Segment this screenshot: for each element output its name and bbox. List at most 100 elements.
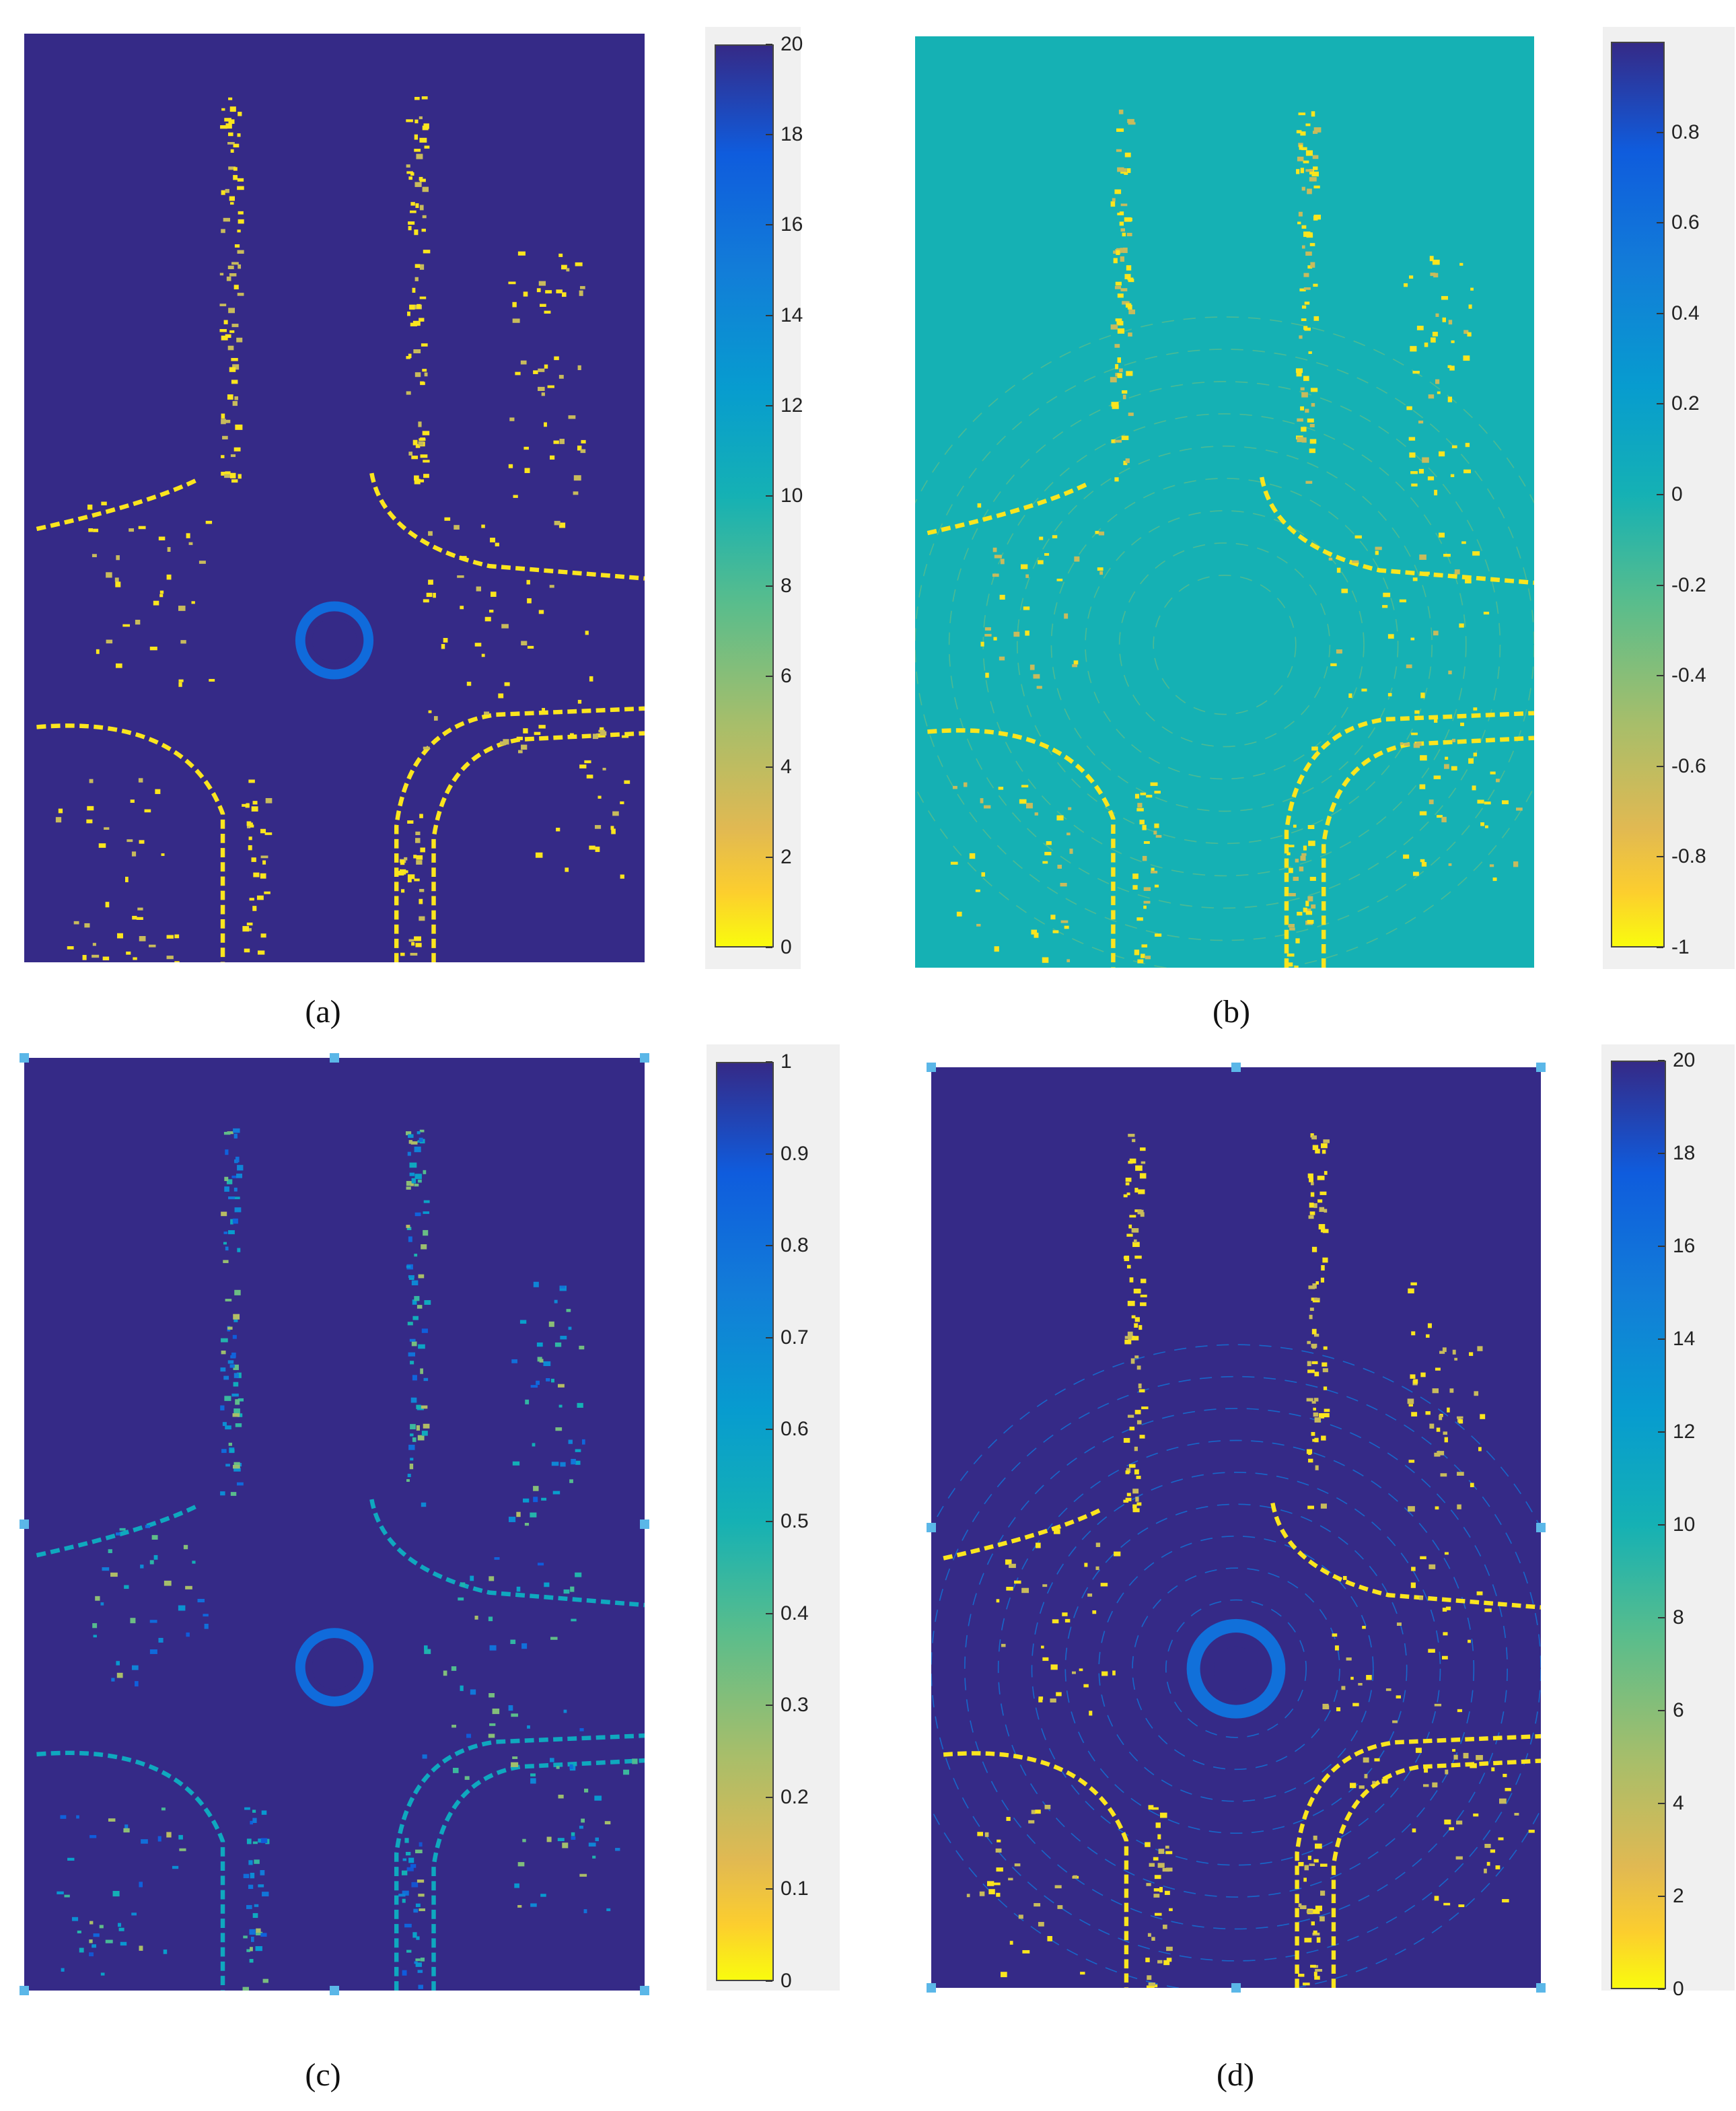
point-return (1505, 1787, 1511, 1791)
point-return (1150, 782, 1158, 786)
point-return (516, 1586, 521, 1592)
point-return (1342, 1575, 1347, 1580)
point-return (1306, 1398, 1313, 1402)
point-return (1428, 394, 1435, 399)
point-return (1364, 1774, 1368, 1779)
point-return (1134, 1410, 1141, 1415)
point-return (234, 244, 240, 248)
point-return (1313, 1972, 1317, 1976)
resize-handle[interactable] (20, 1053, 29, 1063)
point-return (262, 860, 266, 865)
point-return (224, 1396, 231, 1401)
point-return (1463, 355, 1470, 361)
point-return (417, 1880, 425, 1883)
point-return (409, 1464, 414, 1470)
point-return (1444, 764, 1449, 769)
resize-handle[interactable] (1231, 1983, 1241, 1993)
point-return (1009, 1563, 1016, 1569)
point-return (136, 917, 143, 920)
sensor-origin (1214, 1646, 1258, 1691)
point-return (411, 456, 419, 460)
point-return (149, 1649, 157, 1654)
point-return (221, 413, 225, 419)
point-return (521, 744, 528, 750)
point-return (232, 1334, 237, 1339)
point-return (1311, 1431, 1315, 1436)
point-return (1305, 900, 1309, 906)
point-return (1316, 1937, 1321, 1943)
point-return (1293, 824, 1297, 828)
point-return (1128, 413, 1134, 417)
point-return (229, 106, 236, 112)
point-return (64, 1894, 70, 1898)
point-return (1480, 822, 1485, 826)
point-return (1128, 1224, 1132, 1229)
point-return (1463, 469, 1471, 474)
point-return (1467, 332, 1472, 337)
point-return (500, 741, 506, 746)
point-return (1134, 793, 1139, 799)
resize-handle[interactable] (330, 1053, 339, 1063)
point-return (233, 143, 240, 148)
panel-caption: (a) (305, 994, 341, 1030)
point-return (1097, 567, 1104, 571)
point-return (530, 1512, 537, 1517)
point-return (443, 637, 448, 643)
resize-handle[interactable] (927, 1983, 936, 1993)
point-return (1448, 320, 1453, 325)
colorbar-tick-label: 12 (1673, 1421, 1696, 1443)
point-return (410, 1141, 418, 1145)
point-return (1154, 823, 1159, 828)
resize-handle[interactable] (1536, 1523, 1546, 1532)
resize-handle[interactable] (1536, 1983, 1546, 1993)
point-return (1154, 791, 1161, 794)
point-return (409, 1162, 417, 1168)
point-return (1056, 578, 1063, 581)
point-return (1036, 686, 1042, 689)
point-return (1318, 1413, 1325, 1419)
point-return (1309, 1211, 1315, 1215)
point-return (595, 847, 600, 853)
point-return (1034, 812, 1038, 816)
point-return (523, 291, 528, 297)
point-return (1148, 1982, 1155, 1987)
point-return (414, 878, 420, 882)
point-return (95, 1596, 100, 1601)
resize-handle[interactable] (927, 1063, 936, 1072)
point-return (1420, 1556, 1426, 1560)
resize-handle[interactable] (1536, 1063, 1546, 1072)
resize-handle[interactable] (640, 1986, 649, 1995)
colorbar-tick-label: 10 (1673, 1513, 1696, 1536)
colorbar-tick-label: 18 (1673, 1142, 1696, 1164)
point-return (1151, 871, 1158, 873)
point-return (144, 809, 151, 813)
colorbar-tick-label: 6 (1673, 1699, 1684, 1721)
point-return (1427, 476, 1435, 480)
point-return (1346, 1657, 1352, 1661)
road-edge (1284, 711, 1534, 968)
resize-handle[interactable] (640, 1519, 649, 1529)
point-return (219, 273, 224, 276)
point-return (988, 1889, 995, 1894)
resize-handle[interactable] (20, 1986, 29, 1995)
point-return (452, 1768, 459, 1773)
resize-handle[interactable] (927, 1523, 936, 1532)
point-return (1053, 1529, 1060, 1534)
point-return (1123, 460, 1128, 466)
point-return (1299, 1905, 1307, 1910)
point-return (579, 286, 585, 289)
point-return (419, 296, 427, 299)
resize-handle[interactable] (330, 1986, 339, 1995)
resize-handle[interactable] (1231, 1063, 1241, 1072)
point-return (1317, 1176, 1325, 1180)
colorbar-tick (766, 1336, 772, 1338)
point-return (1050, 1664, 1058, 1670)
point-return (481, 653, 485, 657)
point-return (1408, 1506, 1415, 1512)
point-return (1159, 1887, 1163, 1892)
point-return (1083, 1684, 1089, 1688)
point-return (1432, 1388, 1439, 1394)
resize-handle[interactable] (20, 1519, 29, 1529)
resize-handle[interactable] (640, 1053, 649, 1063)
point-return (966, 1894, 970, 1898)
